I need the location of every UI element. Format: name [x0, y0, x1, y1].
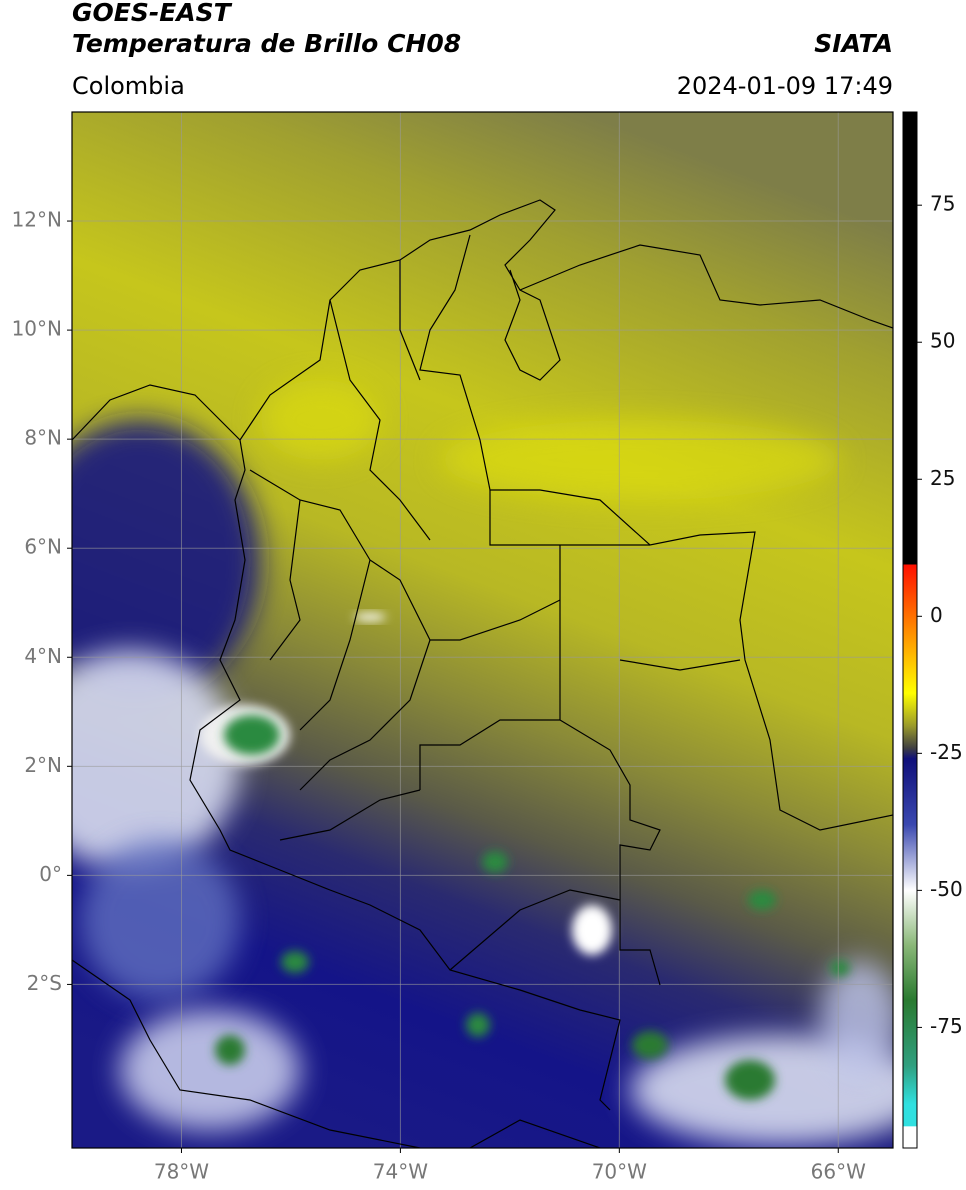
subtitle: Temperatura de Brillo CH08: [72, 29, 461, 58]
y-tick-label: 6°N: [24, 535, 62, 559]
x-tick-label: 70°W: [592, 1160, 647, 1184]
map-frame: [71, 111, 894, 1149]
borders: [72, 199, 893, 1148]
y-tick-label: 10°N: [12, 317, 62, 341]
colorbar-tick-label: 0: [930, 603, 943, 627]
y-tick-label: 8°N: [24, 426, 62, 450]
y-tick-label: 4°N: [24, 644, 62, 668]
y-tick-label: 2°S: [27, 971, 62, 995]
axes: 78°W 74°W 70°W 66°W 12°N 10°N 8°N 6°N 4°N 2°N 0° 2°…: [12, 208, 867, 1184]
colorbar-tick-label: -75: [930, 1014, 963, 1038]
x-tick-label: 66°W: [811, 1160, 866, 1184]
colorbar-tick-label: 50: [930, 329, 955, 353]
grid: [72, 112, 893, 1148]
y-tick-label: 0°: [39, 862, 62, 886]
colorbar-tick-label: 25: [930, 466, 955, 490]
x-tick-label: 78°W: [154, 1160, 209, 1184]
y-tick-label: 12°N: [12, 208, 62, 232]
datetime: 2024-01-09 17:49: [677, 72, 893, 100]
title: GOES-EAST: [72, 0, 233, 27]
colorbar-tick-label: -50: [930, 877, 963, 901]
source: SIATA: [814, 29, 893, 58]
colorbar-tick-label: 75: [930, 192, 955, 216]
colorbar: [902, 111, 918, 1149]
region: Colombia: [72, 72, 185, 100]
x-tick-label: 74°W: [373, 1160, 428, 1184]
satellite-image: [72, 112, 893, 1148]
colorbar-tick-label: -25: [930, 740, 963, 764]
colorbar-ticks: 75 50 25 0 -25 -50 -75: [917, 192, 963, 1038]
y-tick-label: 2°N: [24, 753, 62, 777]
